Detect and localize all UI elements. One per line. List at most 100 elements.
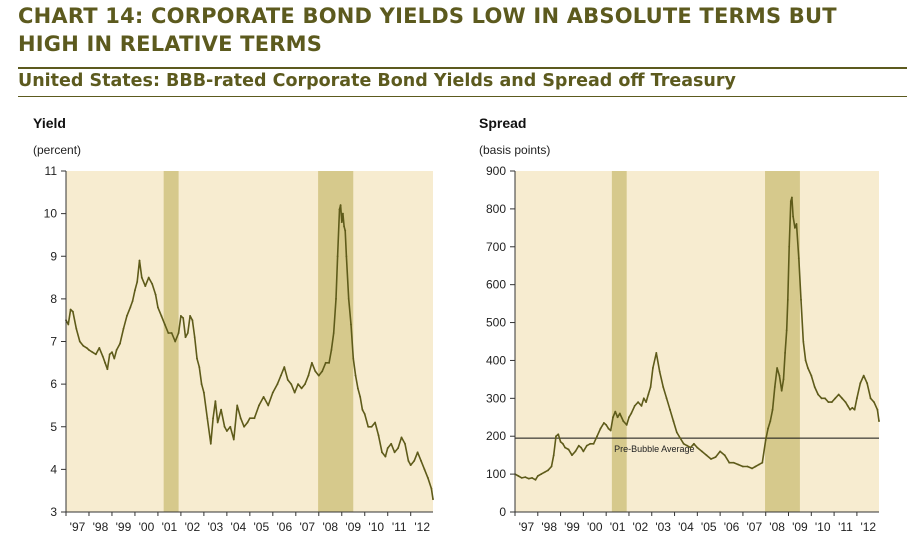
data-point [314,370,317,373]
data-point [75,327,78,330]
data-point [637,401,639,404]
data-point [524,476,527,479]
y-tick-label: 9 [50,249,57,263]
x-tick-label: '09 [792,520,808,534]
data-point [136,280,139,283]
data-point [370,425,373,428]
data-point [98,346,101,349]
data-point [813,386,816,388]
data-point [111,351,113,354]
data-point [206,417,209,420]
x-tick-label: '08 [769,520,785,534]
data-point [174,340,177,343]
data-point [170,332,173,334]
data-point [689,446,692,449]
data-point [200,383,203,386]
data-point [131,300,134,302]
recession-band [318,171,354,512]
data-point [633,405,636,407]
data-point [283,366,286,368]
data-point [800,298,802,301]
y-tick-label: 300 [486,391,506,405]
data-point [214,400,217,403]
data-point [304,383,306,386]
x-tick-label: '01 [162,520,178,534]
data-point [754,465,757,468]
data-point [324,361,327,364]
y-tick-label: 3 [50,505,57,519]
data-point [400,436,403,439]
data-point [220,408,223,411]
data-point [665,397,668,400]
data-point [374,421,376,424]
data-point [672,420,675,422]
y-tick-label: 600 [486,278,506,292]
data-point [338,208,341,211]
data-point [140,276,143,279]
data-point [559,441,562,443]
data-point [232,438,235,441]
data-point [696,446,699,449]
data-point [189,315,191,317]
data-point [157,306,159,309]
data-point [108,353,111,356]
x-tick-label: '98 [93,520,109,534]
data-point [596,435,598,438]
data-point [580,446,582,449]
data-point [679,437,682,440]
data-point [555,435,557,438]
data-point [531,477,533,479]
data-point [841,397,843,400]
data-point [662,386,665,388]
chart-subtitle: United States: BBB-rated Corporate Bond … [18,71,736,91]
data-point [384,455,387,458]
data-point [742,465,744,468]
y-tick-label: 200 [486,429,506,443]
data-point [705,454,708,457]
data-point [625,423,628,426]
data-point [810,374,813,377]
data-point [686,444,688,447]
x-tick-label: '08 [322,520,338,534]
data-point [144,285,147,287]
data-point [737,463,740,466]
data-point [550,465,553,468]
data-point [846,405,849,407]
x-tick-label: '07 [747,520,763,534]
data-point [332,332,335,334]
y-tick-label: 0 [499,505,506,519]
data-point [862,374,865,377]
data-point [122,327,125,330]
y-tick-label: 11 [45,164,58,178]
data-point [321,370,324,373]
data-point [67,323,70,326]
data-point [647,393,650,396]
y-tick-label: 5 [50,420,57,434]
data-point [622,420,625,422]
data-point [115,349,118,351]
data-point [669,408,671,411]
data-point [599,427,602,430]
data-point [589,442,592,445]
data-point [746,465,749,468]
data-point [393,451,396,454]
data-point [85,346,88,349]
data-point [286,378,289,381]
data-point [728,461,731,464]
data-point [844,401,847,404]
data-point [147,276,150,279]
x-tick-label: '97 [519,520,535,534]
x-tick-label: '98 [541,520,557,534]
data-point [561,442,564,445]
x-tick-label: '01 [610,520,626,534]
data-point [106,368,109,371]
x-tick-label: '00 [587,520,603,534]
data-point [229,425,232,428]
y-tick-label: 7 [50,335,57,349]
data-point [129,306,132,309]
data-point [866,382,869,385]
data-point [182,317,185,319]
data-point [248,417,251,420]
data-point [693,442,695,445]
data-point [397,447,399,449]
